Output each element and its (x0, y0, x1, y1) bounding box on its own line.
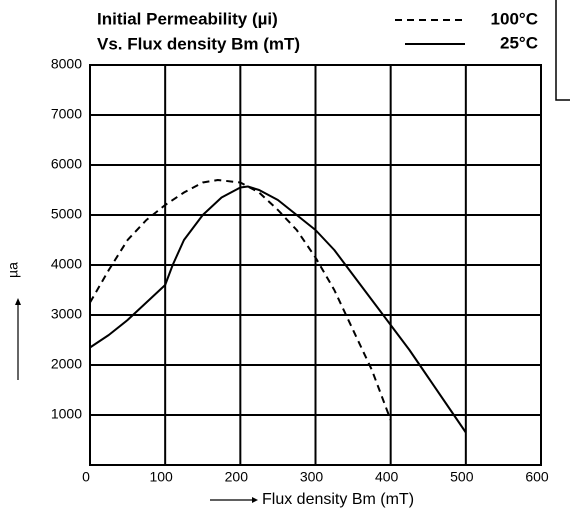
x-tick-label: 600 (525, 469, 549, 485)
y-tick-label: 2000 (51, 356, 82, 372)
y-tick-label: 6000 (51, 156, 82, 172)
plot-frame (89, 64, 542, 466)
x-axis-label: Flux density Bm (mT) (262, 491, 414, 508)
x-tick-label: 100 (149, 469, 173, 485)
x-tick-label: 500 (450, 469, 474, 485)
chart-subtitle: Vs. Flux density Bm (mT) (97, 34, 300, 53)
y-tick-label: 5000 (51, 206, 82, 222)
x-tick-label: 200 (225, 469, 249, 485)
y-tick-label: 3000 (51, 306, 82, 322)
line-series (89, 185, 467, 434)
y-tick-label: 4000 (51, 256, 82, 272)
x-tick-label: 300 (300, 469, 324, 485)
y-tick-label: 8000 (51, 56, 82, 72)
side-box (555, 0, 570, 101)
legend-label: 25°C (500, 33, 538, 52)
x-tick-label: 0 (82, 469, 90, 485)
y-tick-label: 1000 (51, 406, 82, 422)
legend-label: 100°C (491, 9, 538, 28)
x-arrow-head (252, 497, 258, 503)
chart-title: Initial Permeability (µi) (97, 9, 278, 28)
y-axis-label: µa (5, 262, 21, 278)
x-tick-label: 400 (375, 469, 399, 485)
y-arrow-head (15, 298, 21, 305)
y-tick-label: 7000 (51, 106, 82, 122)
